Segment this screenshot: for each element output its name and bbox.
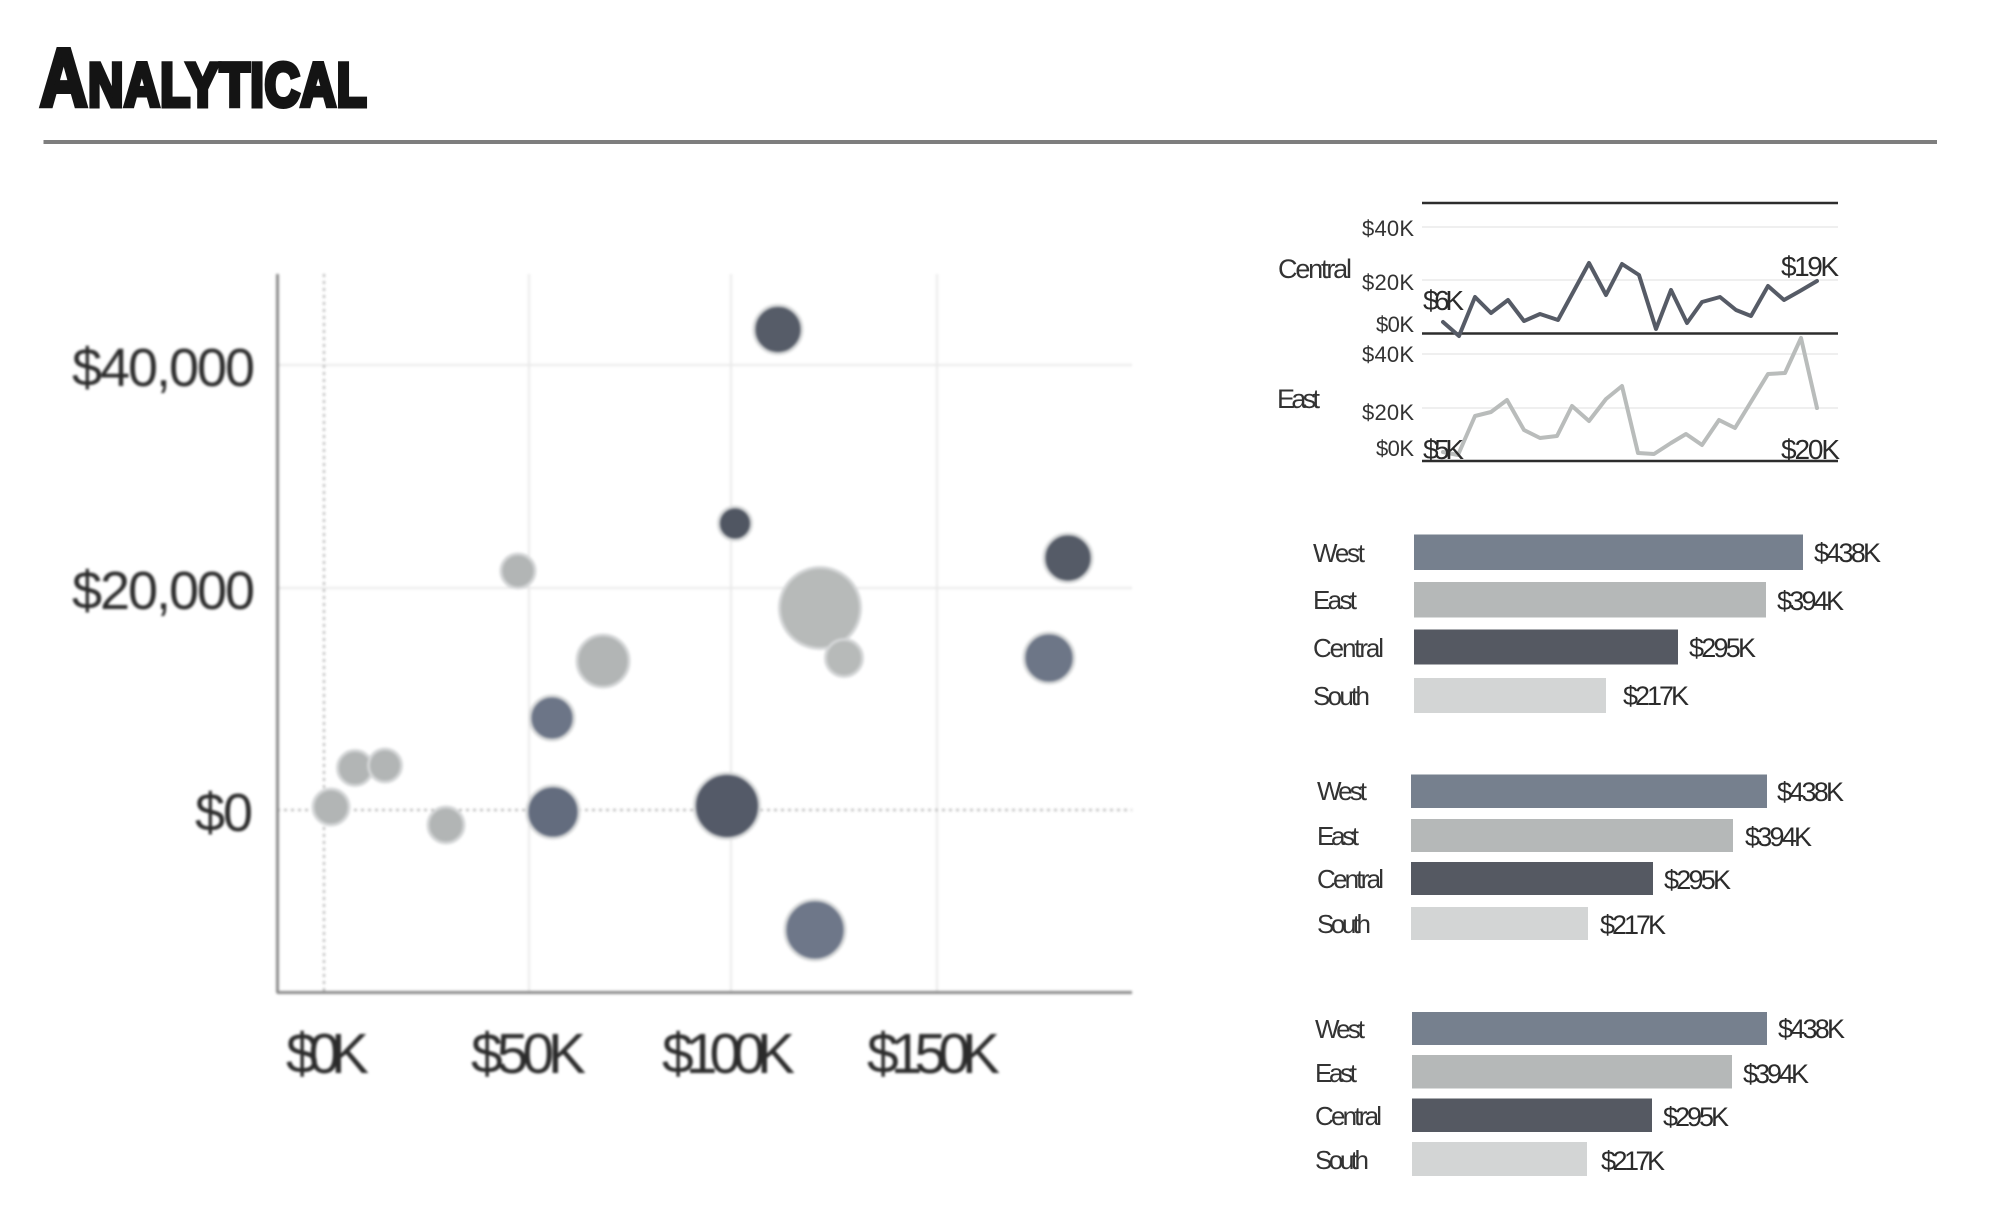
svg-text:$40,000: $40,000: [72, 338, 255, 398]
svg-text:$295K: $295K: [1689, 633, 1756, 663]
svg-text:$19K: $19K: [1781, 251, 1839, 282]
svg-text:$5K: $5K: [1423, 434, 1464, 465]
svg-text:$217K: $217K: [1601, 1146, 1665, 1176]
svg-text:$0K: $0K: [1376, 312, 1414, 337]
svg-text:$40K: $40K: [1362, 216, 1414, 241]
svg-text:$217K: $217K: [1600, 910, 1666, 940]
svg-text:East: East: [1315, 1058, 1358, 1088]
svg-text:East: East: [1317, 821, 1360, 851]
svg-text:$20K: $20K: [1362, 270, 1414, 295]
svg-text:$0: $0: [195, 783, 253, 843]
svg-text:$20,000: $20,000: [72, 561, 255, 621]
svg-text:South: South: [1315, 1145, 1369, 1175]
svg-text:$295K: $295K: [1663, 1102, 1729, 1132]
svg-text:$20K: $20K: [1781, 434, 1840, 465]
svg-text:Central: Central: [1317, 864, 1384, 894]
svg-text:$20K: $20K: [1362, 400, 1414, 425]
svg-text:East: East: [1313, 585, 1358, 615]
svg-text:$0K: $0K: [1376, 436, 1414, 461]
svg-text:West: West: [1317, 776, 1368, 806]
svg-text:$295K: $295K: [1664, 865, 1731, 895]
svg-text:Central: Central: [1278, 254, 1352, 284]
svg-text:$150K: $150K: [867, 1022, 1000, 1086]
svg-text:South: South: [1313, 681, 1370, 711]
svg-text:$50K: $50K: [471, 1022, 586, 1086]
svg-text:West: West: [1315, 1014, 1366, 1044]
svg-text:West: West: [1313, 538, 1366, 568]
svg-text:Central: Central: [1313, 633, 1384, 663]
svg-text:$40K: $40K: [1362, 342, 1414, 367]
svg-text:$438K: $438K: [1777, 777, 1844, 807]
svg-text:Central: Central: [1315, 1101, 1382, 1131]
svg-text:$100K: $100K: [662, 1022, 795, 1086]
svg-text:$394K: $394K: [1777, 586, 1844, 616]
svg-text:East: East: [1277, 384, 1320, 414]
svg-text:South: South: [1317, 909, 1371, 939]
svg-text:$6K: $6K: [1423, 285, 1464, 316]
svg-text:$438K: $438K: [1814, 538, 1881, 568]
svg-text:$438K: $438K: [1778, 1014, 1845, 1044]
svg-text:$0K: $0K: [286, 1022, 369, 1086]
svg-text:$394K: $394K: [1745, 822, 1812, 852]
svg-text:$217K: $217K: [1623, 681, 1689, 711]
svg-text:$394K: $394K: [1743, 1059, 1809, 1089]
